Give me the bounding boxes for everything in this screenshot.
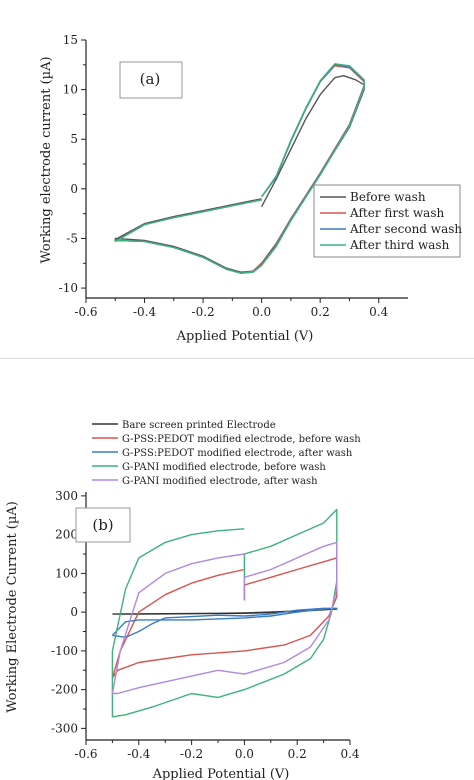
panel-label-box-a (119, 61, 183, 99)
x-axis-label-a: Applied Potential (V) (176, 329, 314, 344)
y-tick-label: 10 (63, 83, 78, 97)
panel-divider (0, 358, 474, 359)
x-tick-label: -0.4 (127, 747, 151, 761)
legend-label: After first wash (349, 206, 444, 220)
legend-label: G-PSS:PEDOT modified electrode, before w… (122, 434, 361, 445)
x-tick-label: -0.6 (74, 305, 97, 319)
y-tick-label: 15 (63, 33, 78, 47)
legend-label: G-PANI modified electrode, after wash (122, 476, 318, 487)
y-tick-label: 0 (70, 605, 78, 619)
chart-a: -0.6 -0.4 -0.2 0.0 0.2 0.4 -10 -5 0 5 10 15 (a) App… (39, 33, 462, 344)
x-tick-label: -0.4 (133, 305, 157, 319)
y-tick-label: -100 (51, 644, 78, 658)
legend-label: After third wash (349, 238, 450, 252)
y-tick-label: 100 (55, 566, 78, 580)
y-tick-label: 300 (55, 489, 78, 503)
y-tick-label: -10 (59, 281, 78, 295)
legend-label: G-PSS:PEDOT modified electrode, after wa… (122, 448, 353, 459)
y-tick-label: -200 (51, 683, 78, 697)
x-axis-label-b: Applied Potential (V) (152, 767, 290, 780)
panel-label-b: (b) (92, 516, 113, 534)
x-tick-label: 0.4 (369, 305, 388, 319)
x-tick-label: 0.2 (311, 305, 330, 319)
x-tick-label: -0.2 (192, 305, 215, 319)
chart-b: -0.6 -0.4 -0.2 0.0 0.2 0.4 -300 -200 -100 0 100 200… (5, 420, 361, 780)
x-tick-label: 0.0 (235, 747, 254, 761)
series-line-5 (111, 541, 338, 695)
series-line-4 (111, 508, 338, 718)
y-axis-label-b: Working Electrode Current (µA) (5, 501, 20, 713)
y-axis-label-a: Working electrode current (µA) (39, 56, 54, 263)
y-tick-label: -300 (51, 721, 78, 735)
legend-label: Before wash (350, 190, 426, 204)
panel-label-box-b (75, 507, 131, 543)
x-tick-label: 0.2 (288, 747, 307, 761)
x-tick-label: 0.4 (340, 747, 359, 761)
panel-label-a: (a) (140, 70, 161, 88)
y-tick-label: 5 (70, 132, 78, 146)
legend-label: Bare screen printed Electrode (122, 420, 276, 431)
legend-label: G-PANI modified electrode, before wash (122, 462, 326, 473)
y-tick-label: 0 (70, 182, 78, 196)
series-line-3 (111, 607, 338, 638)
series-line-2 (111, 557, 338, 679)
x-tick-label: -0.2 (180, 747, 203, 761)
y-tick-label: 200 (55, 528, 78, 542)
legend-label: After second wash (349, 222, 462, 236)
x-tick-label: 0.0 (252, 305, 271, 319)
series-line-4 (114, 63, 365, 274)
x-tick-label: -0.6 (74, 747, 97, 761)
y-tick-label: -5 (66, 231, 78, 245)
